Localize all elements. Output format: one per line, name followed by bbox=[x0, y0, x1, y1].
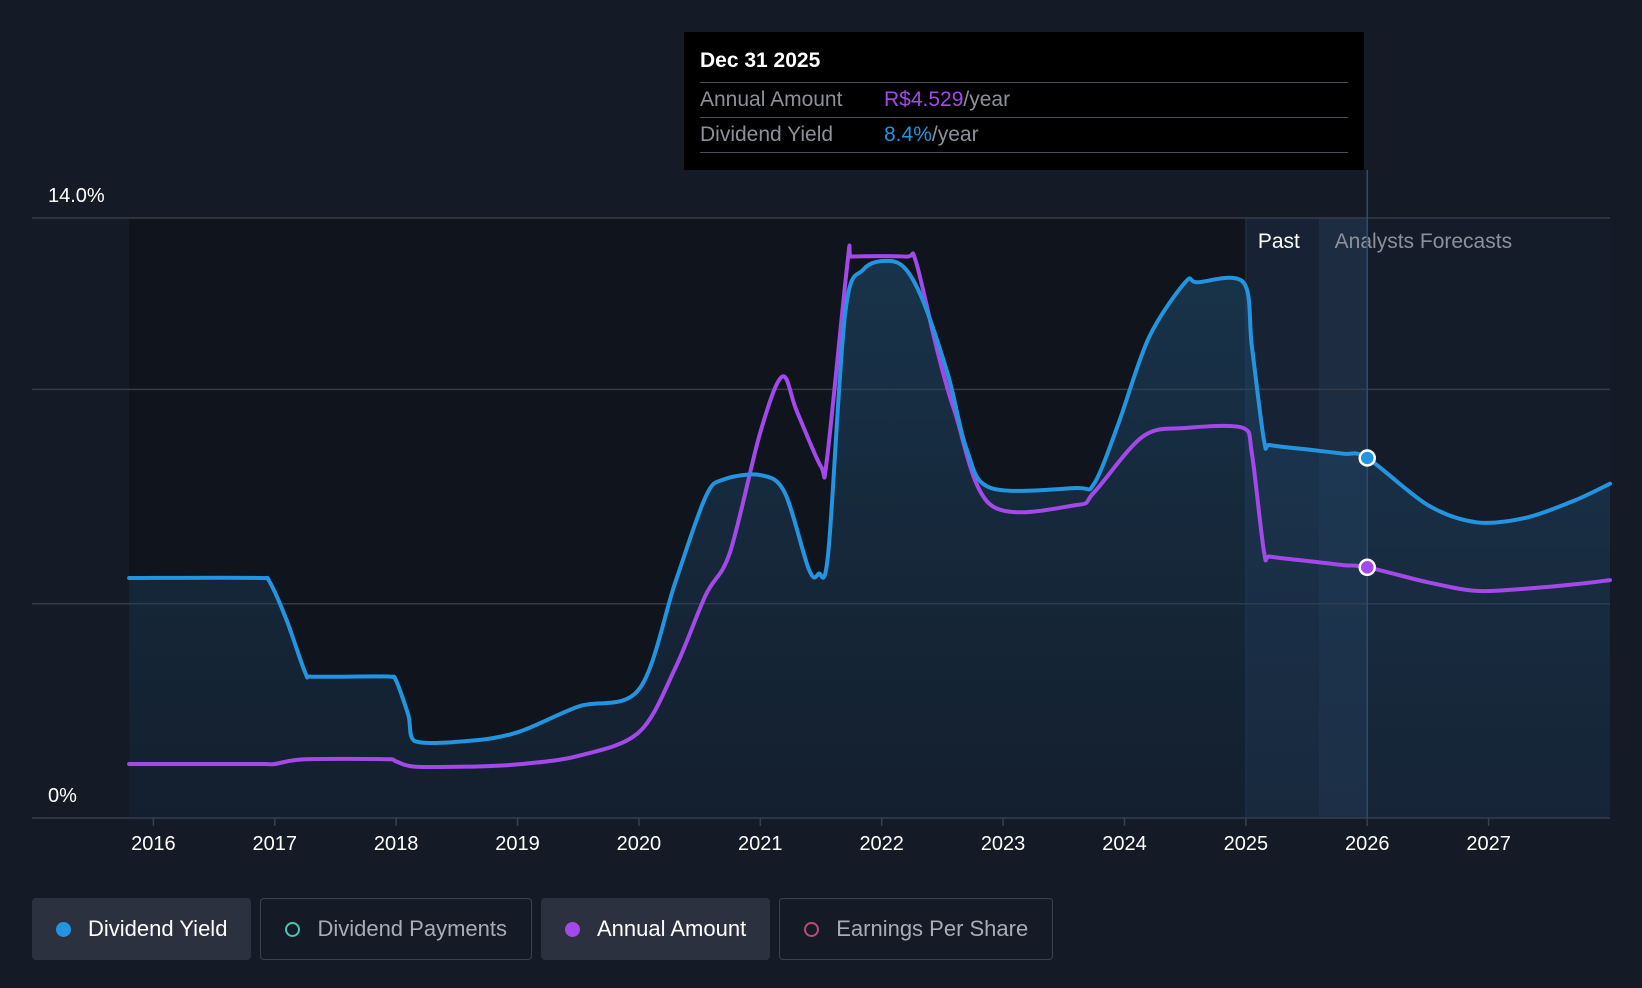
x-tick-label: 2019 bbox=[495, 833, 540, 855]
tooltip-annual-amount-row: Annual Amount R$4.529 /year bbox=[700, 82, 1348, 117]
tooltip-dividend-yield-value: 8.4% bbox=[884, 123, 932, 146]
y-tick-label: 0% bbox=[48, 785, 77, 807]
legend-dividend-yield-label: Dividend Yield bbox=[88, 916, 228, 941]
earnings-per-share-ring-icon bbox=[804, 921, 820, 937]
annual-amount-marker bbox=[1358, 558, 1376, 577]
x-tick-label: 2016 bbox=[131, 833, 176, 855]
legend-dividend-yield-button[interactable]: Dividend Yield bbox=[32, 898, 252, 960]
chart-canvas: 14.0% 0% 2016 2017 2018 2019 2020 2021 2022 2023 2… bbox=[32, 170, 1612, 855]
tooltip-dividend-yield-label: Dividend Yield bbox=[700, 123, 834, 146]
y-tick-label: 14.0% bbox=[48, 185, 105, 207]
x-tick-label: 2025 bbox=[1224, 833, 1269, 855]
chart-tooltip: Dec 31 2025 Annual Amount R$4.529 /year … bbox=[684, 32, 1364, 170]
annual-amount-line bbox=[127, 243, 1612, 770]
legend-earnings-per-share-label: Earnings Per Share bbox=[836, 916, 1029, 941]
x-tick-label: 2020 bbox=[617, 833, 662, 855]
x-tick-label: 2018 bbox=[374, 833, 419, 855]
x-tick-label: 2027 bbox=[1466, 833, 1511, 855]
past-label: Past bbox=[1258, 230, 1300, 253]
legend-dividend-payments-label: Dividend Payments bbox=[317, 916, 507, 941]
legend-annual-amount-button[interactable]: Annual Amount bbox=[540, 898, 771, 960]
dividend-yield-line bbox=[127, 258, 1612, 746]
legend-dividend-payments-button[interactable]: Dividend Payments bbox=[260, 898, 532, 960]
tooltip-annual-amount-value: R$4.529 bbox=[884, 88, 964, 111]
tooltip-dividend-yield-row: Dividend Yield 8.4% /year bbox=[700, 117, 1348, 153]
forecast-label: Analysts Forecasts bbox=[1335, 230, 1512, 253]
x-tick-label: 2023 bbox=[981, 833, 1026, 855]
x-tick-label: 2022 bbox=[859, 833, 904, 855]
x-tick-label: 2021 bbox=[738, 833, 783, 855]
tooltip-dividend-yield-suffix: /year bbox=[931, 123, 979, 146]
dividend-payments-ring-icon bbox=[285, 921, 301, 937]
chart-legend: Dividend Yield Dividend Payments Annual … bbox=[32, 898, 1054, 960]
legend-annual-amount-label: Annual Amount bbox=[596, 916, 747, 941]
legend-earnings-per-share-button[interactable]: Earnings Per Share bbox=[779, 898, 1054, 960]
x-tick-label: 2024 bbox=[1102, 833, 1147, 855]
tooltip-date: Dec 31 2025 bbox=[700, 49, 821, 72]
x-tick-label: 2026 bbox=[1345, 833, 1390, 855]
tooltip-annual-amount-label: Annual Amount bbox=[700, 88, 843, 111]
dividend-yield-dot-icon bbox=[56, 921, 71, 937]
x-tick-label: 2017 bbox=[253, 833, 298, 855]
annual-amount-dot-icon bbox=[564, 921, 580, 937]
dividend-yield-area bbox=[129, 260, 1611, 818]
tooltip-annual-amount-suffix: /year bbox=[963, 88, 1011, 111]
dividend-yield-marker bbox=[1358, 449, 1376, 467]
